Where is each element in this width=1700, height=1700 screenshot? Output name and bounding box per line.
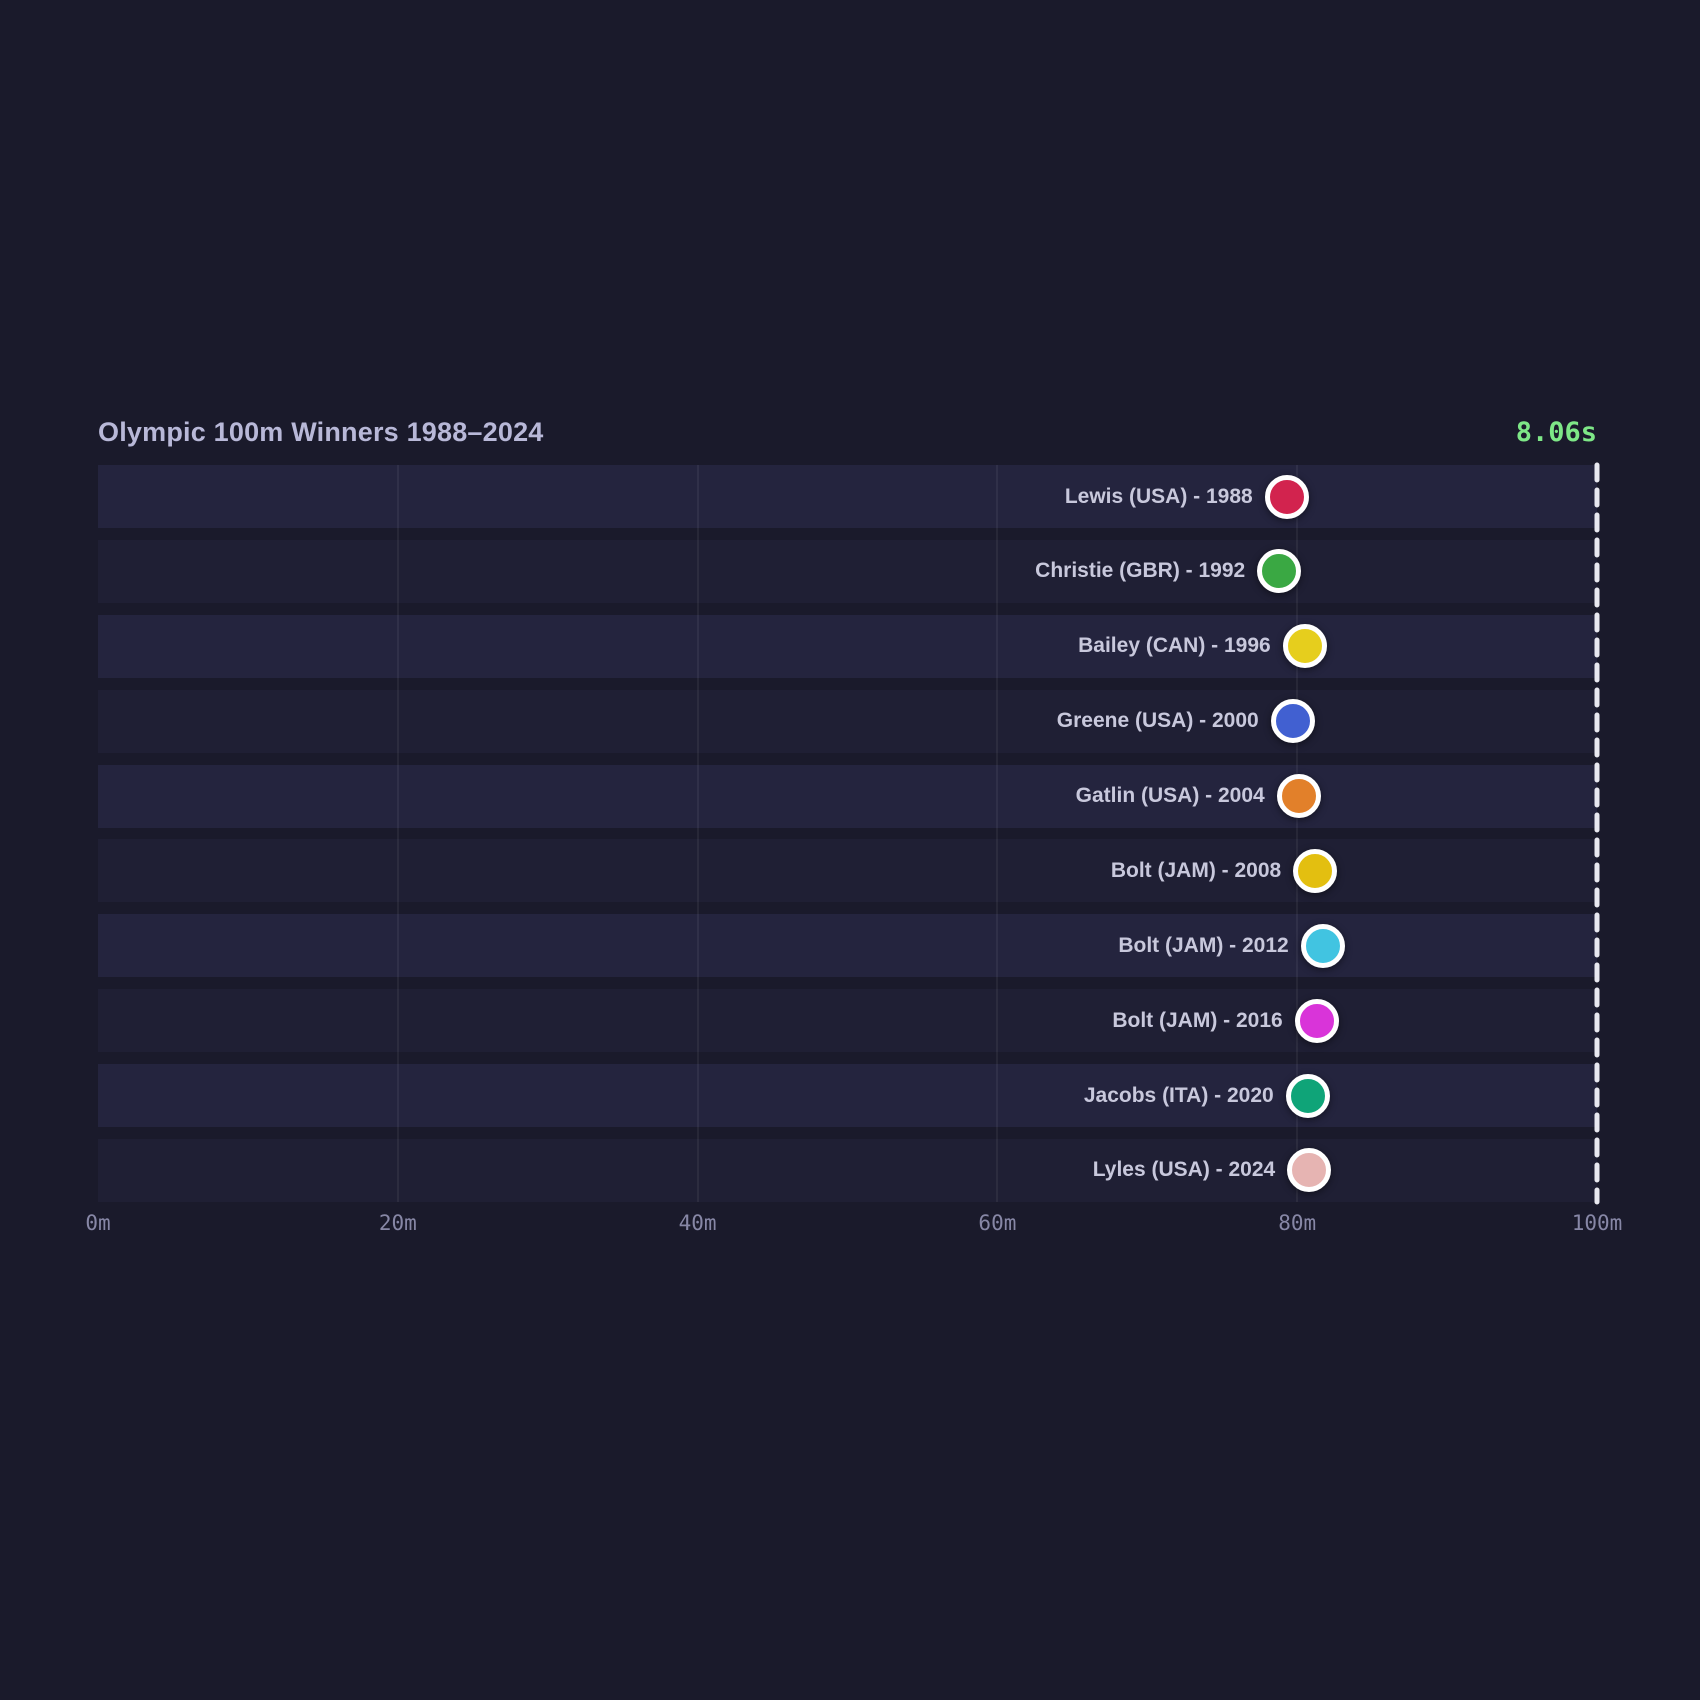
lane-band xyxy=(98,764,1597,828)
lane-row: Bolt (JAM) - 2012 xyxy=(98,914,1597,977)
lane-row: Bailey (CAN) - 1996 xyxy=(98,615,1597,678)
runner-rows-layer: Lewis (USA) - 1988 Christie (GBR) - 1992… xyxy=(98,465,1597,1202)
lane-row: Greene (USA) - 2000 xyxy=(98,690,1597,753)
lane-band xyxy=(98,839,1597,903)
runner-dot[interactable] xyxy=(1270,699,1315,744)
runner-label: Lyles (USA) - 2024 xyxy=(1092,1158,1276,1182)
runner-dot[interactable] xyxy=(1264,474,1309,519)
runner-label: Bolt (JAM) - 2016 xyxy=(1112,1008,1283,1032)
lane-bands-layer xyxy=(98,465,1597,1202)
x-tick-label: 80m xyxy=(1278,1211,1317,1235)
lane-band xyxy=(98,1138,1597,1202)
lane-band xyxy=(98,989,1597,1053)
x-tick-label: 20m xyxy=(378,1211,417,1235)
lane-row: Bolt (JAM) - 2008 xyxy=(98,839,1597,902)
lane-band xyxy=(98,689,1597,753)
runner-label: Greene (USA) - 2000 xyxy=(1056,709,1259,733)
lane-row: Jacobs (ITA) - 2020 xyxy=(98,1064,1597,1127)
lane-band xyxy=(98,465,1597,528)
lane-band xyxy=(98,914,1597,978)
x-tick-label: 40m xyxy=(678,1211,717,1235)
runner-label: Bolt (JAM) - 2008 xyxy=(1110,858,1282,882)
race-timer: 8.06s xyxy=(1515,417,1597,448)
plot-area: Lewis (USA) - 1988 Christie (GBR) - 1992… xyxy=(98,462,1600,1205)
x-tick-label: 100m xyxy=(1571,1211,1623,1235)
page-title: Olympic 100m Winners 1988–2024 xyxy=(98,417,544,447)
runner-label: Lewis (USA) - 1988 xyxy=(1064,484,1253,508)
runner-dot[interactable] xyxy=(1257,549,1302,594)
runner-dot[interactable] xyxy=(1285,1073,1330,1118)
runner-dot[interactable] xyxy=(1293,848,1338,893)
x-tick-label: 0m xyxy=(85,1211,111,1235)
runner-label: Bailey (CAN) - 1996 xyxy=(1078,634,1271,658)
lane-row: Christie (GBR) - 1992 xyxy=(98,540,1597,603)
lane-band xyxy=(98,1064,1597,1127)
lane-band xyxy=(98,539,1597,603)
runner-dot[interactable] xyxy=(1282,624,1327,669)
lane-row: Lewis (USA) - 1988 xyxy=(98,465,1597,528)
runner-label: Christie (GBR) - 1992 xyxy=(1035,559,1246,583)
x-axis: 0m 20m 40m 60m 80m 100m xyxy=(85,1211,1622,1241)
lane-row: Lyles (USA) - 2024 xyxy=(98,1139,1597,1202)
lane-row: Bolt (JAM) - 2016 xyxy=(98,989,1597,1052)
runner-label: Jacobs (ITA) - 2020 xyxy=(1083,1083,1274,1107)
lane-band xyxy=(98,614,1597,678)
x-tick-label: 60m xyxy=(978,1211,1017,1235)
runner-label: Gatlin (USA) - 2004 xyxy=(1075,784,1265,807)
chart-header: Olympic 100m Winners 1988–2024 8.06s xyxy=(98,400,1597,448)
lane-row: Gatlin (USA) - 2004 xyxy=(98,765,1597,828)
runner-dot[interactable] xyxy=(1276,774,1321,818)
finish-line xyxy=(1594,462,1600,1205)
runner-dot[interactable] xyxy=(1294,998,1339,1043)
runner-dot[interactable] xyxy=(1300,923,1345,968)
runner-dot[interactable] xyxy=(1287,1148,1332,1193)
runner-label: Bolt (JAM) - 2012 xyxy=(1118,933,1289,957)
